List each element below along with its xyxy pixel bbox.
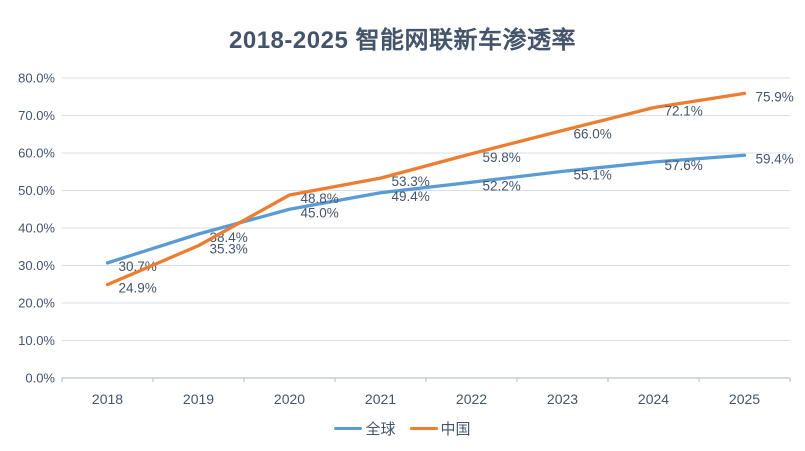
legend-item-china: 中国: [409, 418, 471, 439]
legend-item-global: 全球: [334, 418, 396, 439]
y-tick-label: 70.0%: [18, 108, 55, 123]
chart-title: 2018-2025 智能网联新车渗透率: [229, 27, 576, 54]
y-tick-label: 0.0%: [25, 371, 55, 386]
x-tick-label: 2019: [183, 391, 214, 407]
x-tick-label: 2018: [92, 391, 123, 407]
data-label-china: 59.8%: [483, 150, 521, 165]
legend-global-line-swatch: [334, 427, 363, 430]
x-tick-label: 2020: [274, 391, 305, 407]
data-label-china: 24.9%: [119, 281, 157, 296]
data-label-global: 52.2%: [483, 178, 521, 193]
y-tick-label: 30.0%: [18, 258, 55, 273]
x-tick-label: 2024: [638, 391, 669, 407]
series-line-china: [105, 91, 747, 287]
y-tick-label: 50.0%: [18, 183, 55, 198]
data-label-china: 72.1%: [665, 104, 703, 119]
legend-china-label: 中国: [440, 421, 471, 438]
x-tick-label: 2021: [365, 391, 396, 407]
data-label-global: 57.6%: [665, 158, 703, 173]
data-label-global: 49.4%: [392, 189, 430, 204]
data-label-china: 48.8%: [301, 191, 339, 206]
data-label-china: 66.0%: [574, 127, 612, 142]
y-tick-label: 80.0%: [18, 71, 55, 86]
legend-global-label: 全球: [365, 421, 396, 438]
x-tick-label: 2022: [456, 391, 487, 407]
x-tick-label: 2025: [729, 391, 760, 407]
chart-legend: 全球 中国: [0, 418, 805, 439]
y-tick-label: 60.0%: [18, 146, 55, 161]
series-line-global: [105, 153, 747, 265]
y-tick-label: 40.0%: [18, 221, 55, 236]
y-tick-label: 20.0%: [18, 296, 55, 311]
data-label-global: 59.4%: [756, 151, 794, 166]
y-tick-label: 10.0%: [18, 333, 55, 348]
data-label-global: 45.0%: [301, 205, 339, 220]
x-tick-label: 2023: [547, 391, 578, 407]
data-label-china: 35.3%: [210, 242, 248, 257]
data-label-china: 75.9%: [756, 89, 794, 104]
legend-china-line-swatch: [409, 427, 438, 430]
data-label-china: 53.3%: [392, 174, 430, 189]
data-label-global: 30.7%: [119, 259, 157, 274]
data-label-global: 55.1%: [574, 167, 612, 182]
